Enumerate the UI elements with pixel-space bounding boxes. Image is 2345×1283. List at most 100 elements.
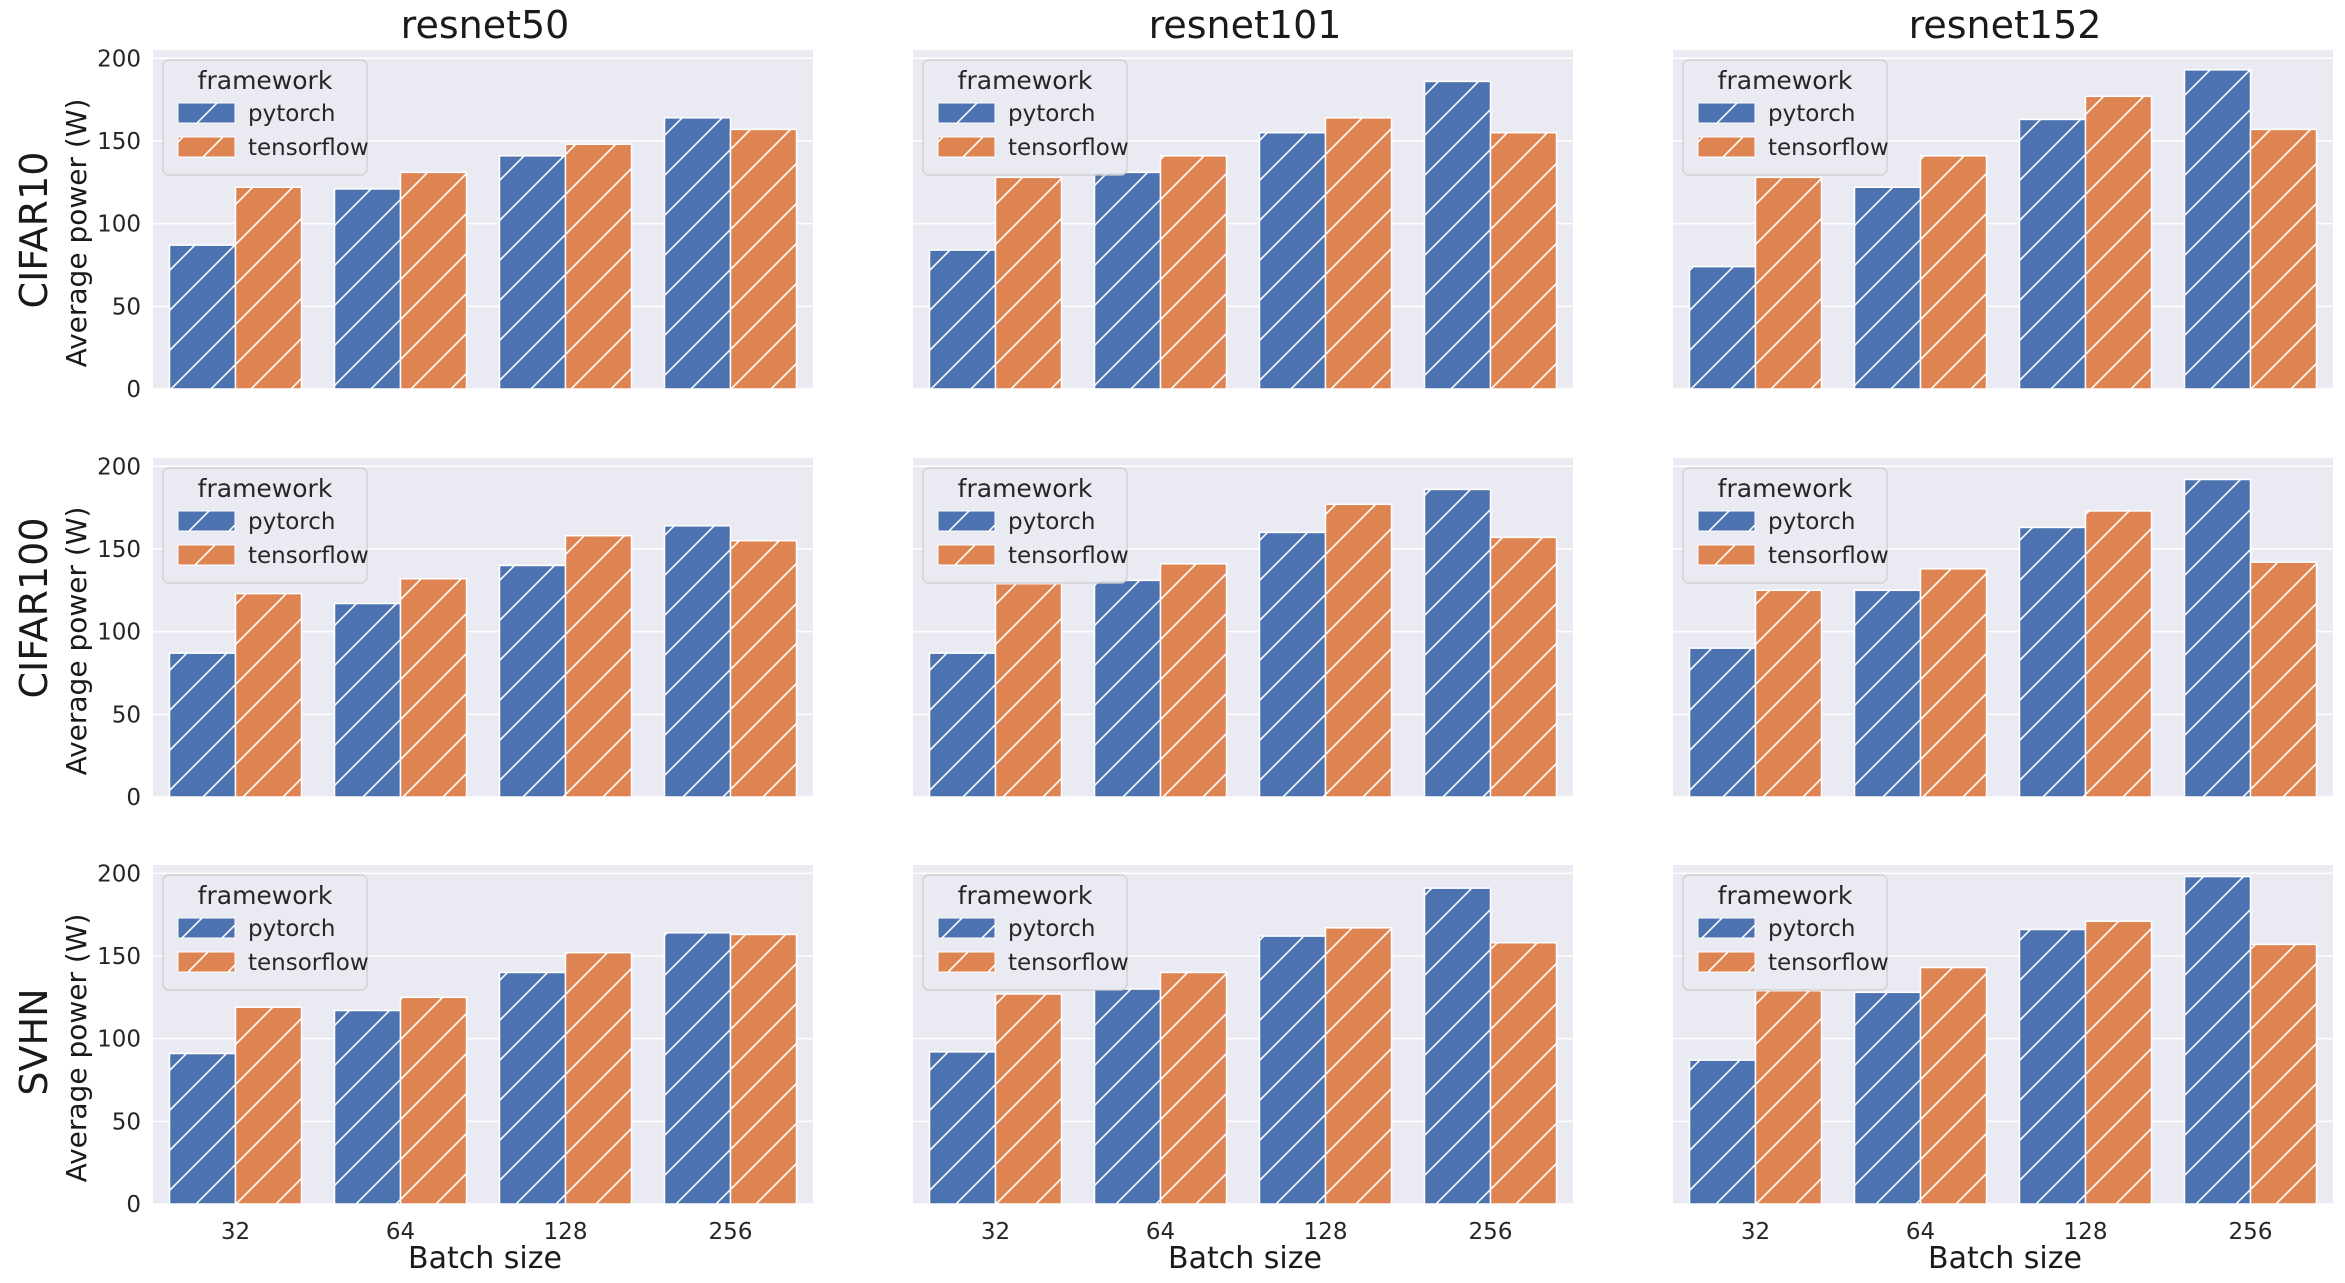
legend-item-pytorch: pytorch <box>177 509 335 535</box>
y-tick-label: 200 <box>97 454 141 480</box>
x-tick-label: 64 <box>386 1219 415 1245</box>
legend-item-pytorch: pytorch <box>937 916 1095 942</box>
bar-hatch <box>663 525 732 798</box>
legend-swatch-hatch <box>1697 951 1756 973</box>
legend: framework pytorch tensorflow <box>162 59 369 176</box>
bar-pytorch-64 <box>1853 186 1922 390</box>
x-tick-label: 128 <box>1304 1219 1348 1245</box>
legend-swatch-hatch <box>177 544 236 566</box>
bar-hatch <box>663 117 732 390</box>
bar-tensorflow-256 <box>2249 128 2318 390</box>
figure-labels: resnet50 resnet101 resnet152 CIFAR10 CIF… <box>12 3 2101 1276</box>
bar-pytorch-64 <box>1093 579 1162 798</box>
bar-hatch <box>399 577 468 798</box>
bar-tensorflow-64 <box>1919 568 1988 798</box>
bar-hatch <box>2018 526 2087 798</box>
bar-hatch <box>333 602 402 798</box>
legend-swatch-hatch <box>937 510 996 532</box>
y-axis-label-row1: Average power (W) <box>60 99 93 368</box>
bar-tensorflow-32 <box>234 186 303 390</box>
bar-hatch <box>1754 176 1823 390</box>
y-tick-label: 100 <box>97 212 141 238</box>
bar-pytorch-128 <box>498 564 567 798</box>
bar-pytorch-64 <box>1853 589 1922 798</box>
bar-tensorflow-64 <box>1159 563 1228 798</box>
legend-label: tensorflow <box>1008 135 1129 161</box>
bar-hatch <box>234 592 303 798</box>
legend-title: framework <box>198 66 333 95</box>
bar-hatch <box>729 539 798 798</box>
bar-tensorflow-128 <box>1324 503 1393 798</box>
y-tick-label: 100 <box>97 1027 141 1053</box>
y-tick-label: 150 <box>97 944 141 970</box>
bar-hatch <box>928 249 997 390</box>
bar-hatch <box>1754 989 1823 1205</box>
legend-swatch-hatch <box>937 102 996 124</box>
legend-label: pytorch <box>248 101 335 127</box>
panel-cifar10-resnet50: 0 50 100 150 200 framework pytorch tensorflow <box>97 46 813 403</box>
legend-title: framework <box>1718 474 1853 503</box>
bar-pytorch-256 <box>663 117 732 390</box>
y-tick-label: 0 <box>126 1192 141 1218</box>
legend-swatch-hatch <box>937 917 996 939</box>
bar-tensorflow-64 <box>399 577 468 798</box>
legend-title: framework <box>1718 881 1853 910</box>
y-tick-label: 50 <box>112 702 141 728</box>
legend-item-pytorch: pytorch <box>937 509 1095 535</box>
bar-hatch <box>498 155 567 390</box>
y-axis-label-row2: Average power (W) <box>60 507 93 776</box>
legend-label: tensorflow <box>1768 135 1889 161</box>
bar-pytorch-64 <box>333 188 402 390</box>
bar-tensorflow-64 <box>1159 155 1228 390</box>
bar-tensorflow-128 <box>2084 95 2153 390</box>
x-tick-label: 128 <box>544 1219 588 1245</box>
bar-hatch <box>928 1051 997 1205</box>
legend: framework pytorch tensorflow <box>922 59 1129 176</box>
bar-hatch <box>1919 966 1988 1205</box>
legend-item-pytorch: pytorch <box>1697 101 1855 127</box>
legend-swatch-hatch <box>1697 136 1756 158</box>
bar-hatch <box>1159 155 1228 390</box>
legend-title: framework <box>1718 66 1853 95</box>
bar-pytorch-256 <box>663 525 732 798</box>
panel-svhn-resnet101: 32 64 128 256 framework pytorch tensorflow <box>913 865 1573 1245</box>
legend-title: framework <box>958 66 1093 95</box>
bar-hatch <box>663 932 732 1205</box>
x-axis-label-col1: Batch size <box>408 1241 562 1276</box>
bar-tensorflow-32 <box>234 592 303 798</box>
legend-item-tensorflow: tensorflow <box>937 950 1129 976</box>
bar-hatch <box>564 951 633 1205</box>
bar-tensorflow-32 <box>994 582 1063 798</box>
y-tick-label: 0 <box>126 785 141 811</box>
bar-hatch <box>2018 118 2087 390</box>
y-axis-label-row3: Average power (W) <box>60 914 93 1183</box>
bar-pytorch-32 <box>168 244 237 390</box>
bar-hatch <box>2249 561 2318 798</box>
bar-tensorflow-128 <box>2084 510 2153 798</box>
bar-tensorflow-128 <box>1324 117 1393 390</box>
bar-pytorch-64 <box>1853 991 1922 1205</box>
panel-cifar10-resnet152: framework pytorch tensorflow <box>1673 50 2333 390</box>
legend: framework pytorch tensorflow <box>162 874 369 991</box>
bar-tensorflow-64 <box>1919 966 1988 1205</box>
bar-hatch <box>1324 927 1393 1205</box>
bar-pytorch-256 <box>1423 488 1492 798</box>
panel-svhn-resnet50: 0 50 100 150 200 32 64 128 256 framework pytorch te… <box>97 861 813 1245</box>
bar-hatch <box>498 564 567 798</box>
legend-swatch-hatch <box>177 917 236 939</box>
facet-grid: 0 50 100 150 200 framework pytorch tensorflow fr… <box>97 46 2333 1245</box>
bar-pytorch-128 <box>2018 118 2087 390</box>
bar-tensorflow-256 <box>729 933 798 1205</box>
bar-hatch <box>1919 155 1988 390</box>
bar-hatch <box>1093 579 1162 798</box>
legend-swatch-hatch <box>1697 917 1756 939</box>
bar-tensorflow-128 <box>1324 927 1393 1205</box>
legend-item-pytorch: pytorch <box>177 101 335 127</box>
bar-hatch <box>333 188 402 390</box>
panel-cifar100-resnet152: framework pytorch tensorflow <box>1673 458 2333 798</box>
bar-hatch <box>994 176 1063 390</box>
bar-hatch <box>564 143 633 390</box>
bar-hatch <box>1688 265 1757 390</box>
bar-tensorflow-32 <box>234 1006 303 1205</box>
bar-hatch <box>399 171 468 390</box>
